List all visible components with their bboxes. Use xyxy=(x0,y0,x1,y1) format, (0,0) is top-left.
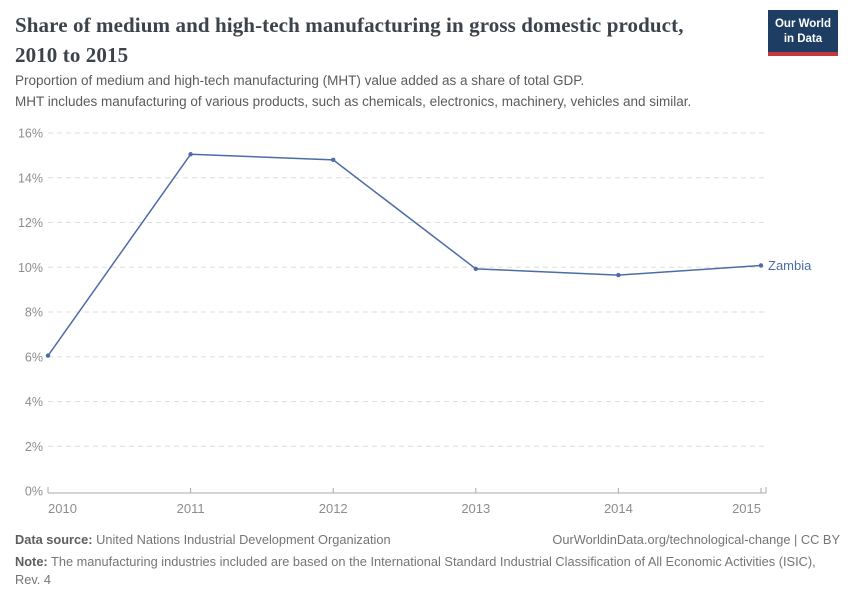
x-axis: 2010 2011 2012 2013 2014 2015 xyxy=(47,487,767,516)
x-tick-label: 2011 xyxy=(177,501,205,516)
y-tick-label: 12% xyxy=(18,216,43,230)
chart-note: Note: The manufacturing industries inclu… xyxy=(15,553,840,590)
y-tick-label: 2% xyxy=(25,440,43,454)
series-zambia[interactable]: Zambia xyxy=(45,152,812,358)
series-label[interactable]: Zambia xyxy=(768,258,812,273)
data-source-value: United Nations Industrial Development Or… xyxy=(96,532,391,547)
data-point[interactable] xyxy=(331,157,336,163)
x-tick-label: 2012 xyxy=(319,501,348,516)
x-tick-label: 2015 xyxy=(732,501,761,516)
data-point[interactable] xyxy=(188,152,193,157)
footer-row: Data source: United Nations Industrial D… xyxy=(15,531,840,550)
gridlines xyxy=(48,132,766,447)
data-point[interactable] xyxy=(616,272,621,278)
data-point[interactable] xyxy=(473,266,478,272)
owid-logo-line2: in Data xyxy=(783,32,823,45)
subtitle-line-1: Proportion of medium and high-tech manuf… xyxy=(15,73,585,88)
y-tick-label: 4% xyxy=(25,395,43,409)
series-line[interactable] xyxy=(47,153,762,357)
x-tick-label: 2014 xyxy=(604,501,633,516)
y-tick-label: 6% xyxy=(25,350,43,364)
y-tick-label: 10% xyxy=(18,261,43,275)
y-tick-label: 8% xyxy=(25,306,43,320)
owid-url-link[interactable]: OurWorldinData.org/technological-change … xyxy=(552,532,840,547)
x-tick-label: 2010 xyxy=(48,501,77,516)
y-tick-label: 0% xyxy=(25,485,43,499)
chart-footer: Data source: United Nations Industrial D… xyxy=(15,531,840,590)
note-value: The manufacturing industries included ar… xyxy=(15,553,816,588)
subtitle-line-2: MHT includes manufacturing of various pr… xyxy=(15,93,692,109)
owid-logo[interactable]: Our World in Data xyxy=(767,10,838,56)
x-tick-label: 2013 xyxy=(461,501,490,516)
chart-subtitle: Proportion of medium and high-tech manuf… xyxy=(15,71,825,113)
data-source-label: Data source: xyxy=(15,532,93,547)
data-point[interactable] xyxy=(45,353,51,358)
y-tick-label: 14% xyxy=(18,171,43,185)
y-axis-labels: 0% 2% 4% 6% 8% 10% 12% 14% 16% xyxy=(18,127,43,499)
owid-logo-line1: Our World xyxy=(774,18,831,30)
note-label: Note: xyxy=(15,553,48,569)
data-source: Data source: United Nations Industrial D… xyxy=(15,531,391,550)
data-point[interactable] xyxy=(758,263,764,268)
page-title: Share of medium and high-tech manufactur… xyxy=(15,13,684,68)
y-tick-label: 16% xyxy=(18,127,43,141)
